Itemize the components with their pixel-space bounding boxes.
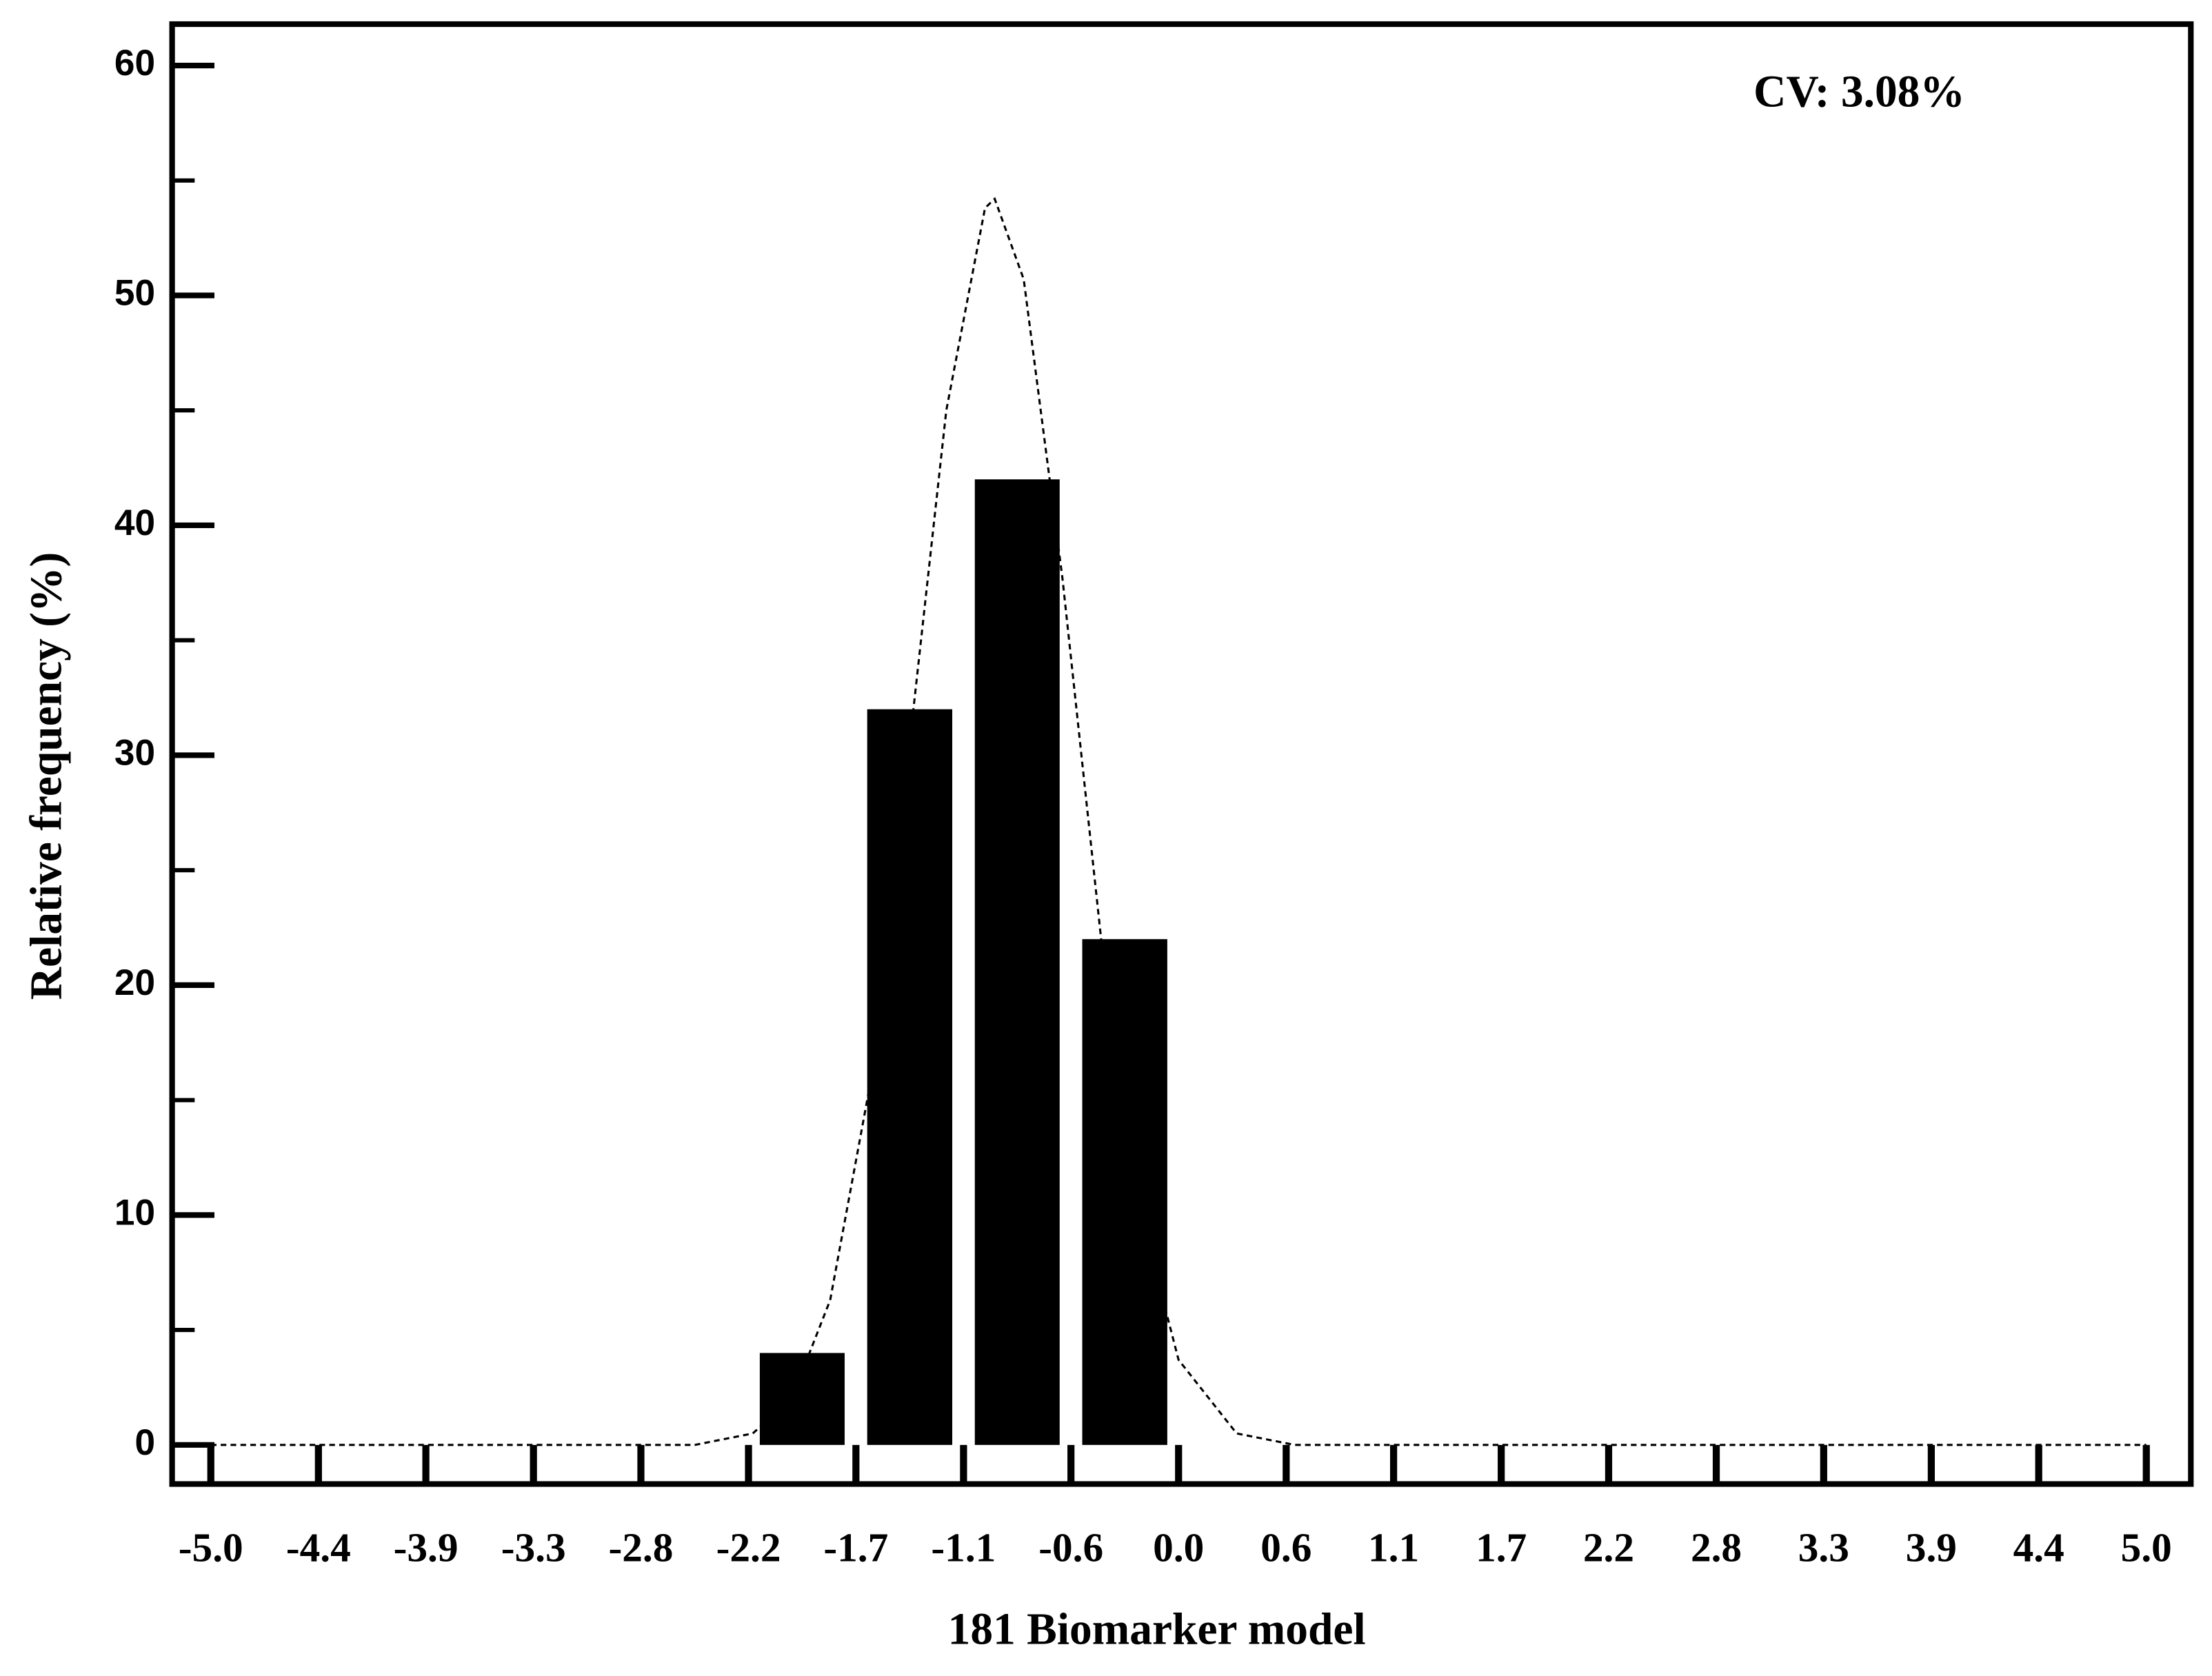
x-tick-label: 0.0 — [1153, 1524, 1204, 1570]
y-tick-label: 30 — [114, 732, 155, 773]
x-tick-label: 2.8 — [1691, 1524, 1742, 1570]
y-tick-label: 10 — [114, 1192, 155, 1233]
x-tick-label: -1.7 — [823, 1524, 888, 1570]
x-tick-label: 0.6 — [1260, 1524, 1311, 1570]
x-tick-label: -0.6 — [1038, 1524, 1103, 1570]
annotation: CV: 3.08% — [1753, 67, 1965, 117]
y-tick-label: 60 — [114, 43, 155, 83]
bar — [759, 1353, 845, 1445]
x-tick-label: -5.0 — [179, 1524, 243, 1570]
y-tick-label: 50 — [114, 273, 155, 314]
x-axis-label: 181 Biomarker model — [948, 1604, 1366, 1654]
x-tick-label: 4.4 — [2013, 1524, 2064, 1570]
x-tick-label: -1.1 — [931, 1524, 996, 1570]
x-tick-label: 1.1 — [1368, 1524, 1419, 1570]
x-tick-label: -2.2 — [716, 1524, 781, 1570]
x-tick-label: -3.3 — [501, 1524, 566, 1570]
y-tick-label: 40 — [114, 503, 155, 543]
bar — [974, 479, 1060, 1445]
bar — [867, 709, 953, 1445]
x-tick-label: 2.2 — [1583, 1524, 1634, 1570]
y-tick-label: 20 — [114, 962, 155, 1003]
bar — [1082, 939, 1167, 1445]
x-tick-label: 5.0 — [2121, 1524, 2172, 1570]
fitted-curve — [210, 196, 2146, 1446]
x-tick-label: 3.3 — [1798, 1524, 1849, 1570]
x-tick-label: -2.8 — [608, 1524, 673, 1570]
x-tick-label: 1.7 — [1476, 1524, 1527, 1570]
x-tick-label: 3.9 — [1906, 1524, 1957, 1570]
plot-frame — [169, 21, 2194, 1487]
x-tick-label: -4.4 — [286, 1524, 351, 1570]
y-axis-label: Relative frequency (%) — [22, 552, 72, 1000]
x-tick-label: -3.9 — [394, 1524, 459, 1570]
y-tick-label: 0 — [134, 1422, 155, 1463]
